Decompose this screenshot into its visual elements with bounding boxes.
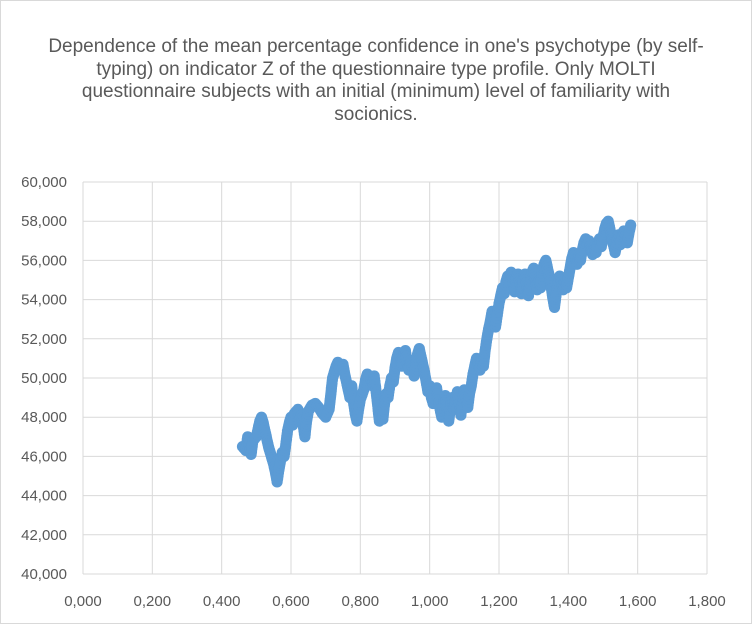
x-tick-label: 1,400	[550, 593, 588, 610]
y-axis-ticks: 40,000 42,000 44,000 46,000 48,000 50,000 52,0…	[21, 174, 67, 583]
y-tick-label: 58,000	[21, 213, 67, 230]
y-tick-label: 42,000	[21, 527, 67, 544]
grid-lines	[82, 181, 708, 575]
y-tick-label: 52,000	[21, 331, 67, 348]
x-tick-label: 0,200	[134, 593, 172, 610]
y-tick-label: 56,000	[21, 252, 67, 269]
x-tick-label: 0,000	[64, 593, 102, 610]
y-tick-label: 46,000	[21, 448, 67, 465]
y-tick-label: 40,000	[21, 566, 67, 583]
y-tick-label: 50,000	[21, 370, 67, 387]
data-point	[625, 219, 637, 231]
y-tick-label: 54,000	[21, 292, 67, 309]
data-points	[236, 215, 637, 488]
x-tick-label: 0,400	[203, 593, 241, 610]
x-tick-label: 1,000	[411, 593, 449, 610]
chart-title: Dependence of the mean percentage confid…	[48, 36, 704, 125]
x-tick-label: 0,600	[272, 593, 310, 610]
x-axis-ticks: 0,000 0,200 0,400 0,600 0,800 1,000 1,200 1,400…	[64, 593, 726, 610]
y-tick-label: 60,000	[21, 174, 67, 191]
x-tick-label: 1,200	[480, 593, 518, 610]
x-tick-label: 0,800	[342, 593, 380, 610]
x-tick-label: 1,600	[619, 593, 657, 610]
y-tick-label: 44,000	[21, 488, 67, 505]
x-tick-label: 1,800	[688, 593, 726, 610]
y-tick-label: 48,000	[21, 409, 67, 426]
